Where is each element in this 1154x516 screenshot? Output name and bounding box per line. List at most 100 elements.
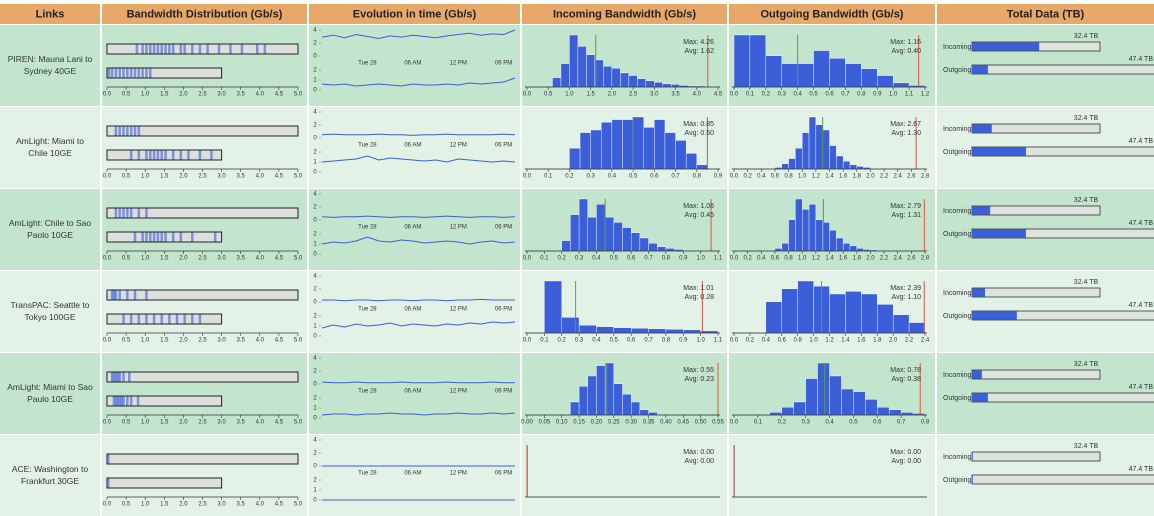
x-tick-label: 06 AM (404, 143, 421, 149)
strip-sample (118, 208, 121, 218)
x-tick-label: 0.4 (608, 174, 617, 180)
strip-sample (126, 290, 129, 300)
histogram-bar (849, 164, 857, 170)
x-tick-label: 0.9 (679, 256, 688, 262)
y-tick-label: 0 (313, 300, 317, 306)
x-tick-label: 0.0 (103, 92, 112, 98)
capacity-label: 47.4 TB (1129, 302, 1154, 309)
strip-sample (128, 372, 131, 382)
strip-sample (152, 44, 156, 54)
strip-sample (168, 44, 171, 54)
total-bar (972, 452, 973, 461)
x-tick-label: 4.0 (256, 420, 265, 426)
link-cell: AmLight: Miami to Sao Paulo 10GE (7, 382, 93, 404)
x-tick-label: 4.5 (275, 502, 284, 508)
cell (0, 353, 100, 434)
x-tick-label: 4.0 (256, 502, 265, 508)
x-tick-label: 0.7 (897, 420, 906, 426)
strip-sample (112, 396, 116, 406)
cell (309, 353, 520, 434)
x-tick-label: 1.0 (141, 174, 150, 180)
x-tick-label: 0.3 (778, 92, 787, 98)
direction-label: Incoming (943, 454, 972, 461)
y-tick-label: 4 (313, 356, 317, 362)
x-tick-label: 4.0 (693, 92, 702, 98)
evolution-line (321, 133, 516, 136)
strip-sample (206, 44, 209, 54)
x-tick-label: 2.8 (921, 256, 930, 262)
y-tick-label: 1 (313, 242, 317, 248)
total-bar (972, 370, 982, 379)
strip-sample (137, 126, 141, 136)
y-tick-label: 0 (313, 218, 317, 224)
x-tick-label: 0.0 (523, 256, 532, 262)
x-tick-label: 06 AM (404, 61, 421, 67)
x-tick-label: 3.0 (217, 174, 226, 180)
avg-label: Avg: 0.23 (685, 376, 715, 383)
max-label: Max: 4.26 (683, 39, 714, 46)
histogram-bar (795, 147, 803, 170)
x-tick-label: 3.5 (237, 92, 246, 98)
histogram-bar (603, 65, 613, 88)
column-header: Bandwidth Distribution (Gb/s) (127, 8, 283, 20)
strip-sample (141, 44, 144, 54)
total-bar (972, 288, 986, 297)
x-tick-label: 2.0 (866, 174, 875, 180)
x-tick-label: 0.20 (591, 420, 603, 426)
x-tick-label: 0.0 (103, 256, 112, 262)
y-tick-label: 0 (313, 498, 317, 504)
strip-sample (198, 314, 202, 324)
x-tick-label: 0.2 (778, 420, 787, 426)
strip-sample (118, 126, 121, 136)
strip-sample (164, 150, 167, 160)
x-tick-label: 0.7 (644, 256, 653, 262)
x-tick-label: 0.8 (921, 420, 930, 426)
x-tick-label: Tue 28 (358, 143, 377, 149)
strip-sample (164, 44, 167, 54)
strip-sample (135, 44, 139, 54)
histogram-bar (630, 401, 641, 416)
cell (102, 435, 307, 516)
histogram-bar (685, 153, 697, 170)
total-bar (972, 311, 1017, 320)
direction-label: Outgoing (943, 313, 972, 320)
max-label: Max: 1.01 (683, 285, 714, 292)
strip-sample (129, 396, 133, 406)
histogram-bar (613, 222, 623, 252)
x-tick-label: 0.35 (643, 420, 655, 426)
x-tick-label: 0.4 (825, 420, 834, 426)
strip-sample (126, 208, 129, 218)
x-tick-label: 2.2 (880, 174, 889, 180)
histogram-bar (561, 240, 571, 252)
x-tick-label: 2.0 (179, 420, 188, 426)
cell (729, 435, 935, 516)
y-tick-label: 2 (313, 287, 317, 293)
strip-sample (107, 478, 110, 488)
x-tick-label: 1.2 (812, 174, 821, 180)
max-label: Max: 1.16 (890, 39, 921, 46)
link-cell: AmLight: Miami to Chile 10GE (16, 136, 84, 157)
x-tick-label: 06 AM (404, 225, 421, 231)
strip-sample (198, 44, 202, 54)
x-tick-label: 3.5 (237, 256, 246, 262)
histogram-bar (781, 407, 794, 416)
y-tick-label: 2 (313, 451, 317, 457)
x-tick-label: 0.0 (523, 338, 532, 344)
direction-label: Outgoing (943, 231, 972, 238)
strip-sample (191, 232, 194, 242)
x-tick-label: 4.5 (275, 338, 284, 344)
x-tick-label: 0.1 (754, 420, 763, 426)
x-tick-label: 1.5 (160, 174, 169, 180)
histogram-bar (845, 291, 862, 334)
strip-sample (118, 396, 121, 406)
y-tick-label: 2 (313, 205, 317, 211)
strip-sample (263, 44, 267, 54)
histogram-bar (596, 365, 606, 416)
x-tick-label: 4.0 (256, 256, 265, 262)
histogram-bar (829, 229, 837, 252)
link-name: AmLight: Miami to Sao Paulo 10GE (7, 382, 93, 404)
histogram-bar (849, 245, 857, 252)
x-tick-label: 1.4 (841, 338, 850, 344)
x-tick-label: 2.6 (907, 174, 916, 180)
strip-sample (183, 314, 186, 324)
